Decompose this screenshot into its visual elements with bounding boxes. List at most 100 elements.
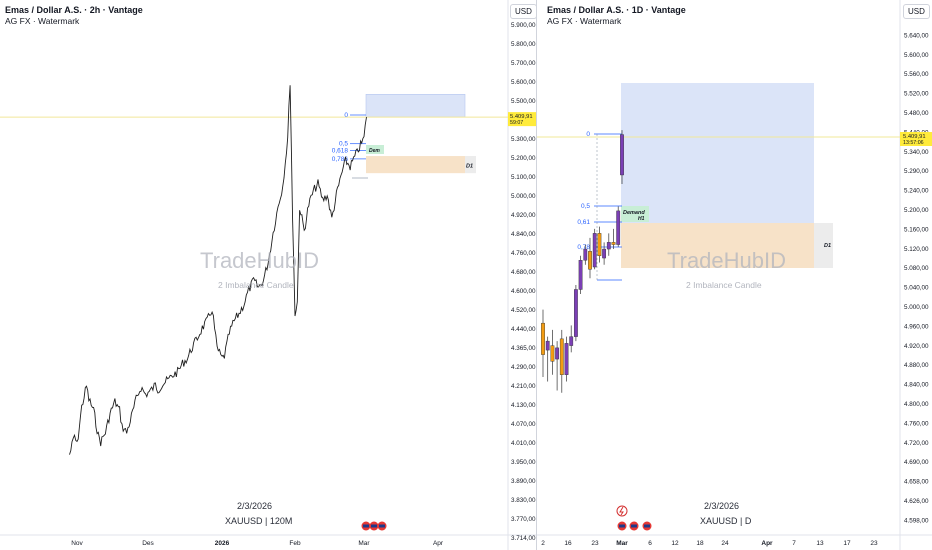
demand-label: Demand — [623, 210, 645, 216]
x-tick-label: Feb — [289, 540, 301, 547]
symbol-label: XAUUSD | 120M — [225, 516, 293, 526]
x-tick-label: 2 — [541, 540, 545, 547]
y-tick-label: 5.000,00 — [511, 193, 536, 200]
y-tick-label: 4.290,00 — [511, 364, 536, 371]
y-tick-label: 5.800,00 — [511, 41, 536, 48]
x-tick-label: 2026 — [215, 540, 230, 547]
y-tick-label: 4.010,00 — [511, 440, 536, 447]
y-tick-label: 5.340,00 — [904, 149, 929, 156]
event-flag-icon — [631, 524, 637, 528]
y-tick-label: 3.890,00 — [511, 478, 536, 485]
currency-button[interactable]: USD — [510, 4, 536, 19]
y-tick-label: 5.160,00 — [904, 226, 929, 233]
x-tick-label: 16 — [564, 540, 572, 547]
currency-button[interactable]: USD — [903, 4, 930, 19]
candle-body — [588, 251, 592, 270]
event-flag-icon — [644, 524, 650, 528]
y-tick-label: 4.880,00 — [904, 362, 929, 369]
y-tick-label: 5.100,00 — [511, 174, 536, 181]
watermark-subtitle: 2 Imbalance Candle — [686, 280, 762, 290]
price-axis — [900, 0, 932, 550]
watermark-subtitle: 2 Imbalance Candle — [218, 280, 294, 290]
candle-body — [620, 134, 624, 176]
x-tick-label: 23 — [870, 540, 878, 547]
date-label: 2/3/2026 — [704, 501, 740, 511]
demand-zone-ext — [814, 223, 833, 268]
date-label: 2/3/2026 — [237, 501, 273, 511]
candle-body — [564, 343, 569, 375]
y-tick-label: 4.070,00 — [511, 421, 536, 428]
y-tick-label: 5.300,00 — [511, 136, 536, 143]
event-flag-icon — [371, 524, 377, 528]
event-flag-icon — [363, 524, 369, 528]
x-tick-label: Apr — [433, 540, 444, 547]
watermark: TradeHubID — [200, 248, 320, 273]
candle-body — [569, 336, 574, 346]
y-tick-label: 3.950,00 — [511, 459, 536, 466]
chart-subtitle: AG FX · Watermark — [547, 16, 622, 26]
supply-zone — [365, 94, 466, 118]
y-tick-label: 4.920,00 — [904, 343, 929, 350]
y-tick-label: 4.920,00 — [511, 212, 536, 219]
y-tick-label: 5.900,00 — [511, 22, 536, 29]
x-tick-label: Des — [142, 540, 154, 547]
candle-body — [545, 340, 550, 351]
candle-body — [559, 338, 564, 375]
y-tick-label: 4.840,00 — [511, 231, 536, 238]
y-tick-label: 4.130,00 — [511, 402, 536, 409]
candle-body — [616, 210, 621, 245]
y-tick-label: 5.000,00 — [904, 304, 929, 311]
candle-body — [602, 248, 607, 259]
demand-box-small — [621, 206, 649, 222]
fib-label: 0,618 — [332, 147, 349, 154]
price-tag-value: 5.409,91 — [903, 134, 926, 140]
chart-title: Emas / Dollar A.S. · 2h · Vantage — [5, 5, 143, 15]
fib-label: 0,5 — [581, 203, 590, 210]
symbol-label: XAUUSD | D — [700, 516, 752, 526]
x-tick-label: Nov — [71, 540, 83, 547]
candle-body — [578, 260, 583, 290]
x-tick-label: 13 — [816, 540, 824, 547]
chart-title: Emas / Dollar A.S. · 1D · Vantage — [547, 5, 686, 15]
event-flag-icon — [619, 524, 625, 528]
y-tick-label: 4.840,00 — [904, 382, 929, 389]
chart-pane-2h[interactable]: 5.900,00 5.800,00 5.700,00 5.600,00 5.500,00… — [0, 0, 536, 550]
y-tick-label: 4.760,00 — [904, 420, 929, 427]
chart-pane-1d[interactable]: 5.900,005.800,005.700,005.600,005.500,00… — [537, 0, 932, 550]
price-tag-countdown: 13:57:06 — [903, 140, 924, 146]
y-tick-label: 5.640,00 — [904, 32, 929, 39]
zone-label-d1: D1 — [466, 164, 473, 170]
chart-1d-canvas[interactable]: 5.900,005.800,005.700,005.600,005.500,00… — [537, 0, 932, 550]
price-tag-value: 5.409,91 — [510, 114, 533, 120]
candle-body — [574, 289, 578, 337]
fib-label: 0,61 — [577, 219, 590, 226]
y-tick-label: 4.365,00 — [511, 345, 536, 352]
chart-2h-canvas[interactable]: 5.900,00 5.800,00 5.700,00 5.600,00 5.500,00… — [0, 0, 536, 550]
price-series — [69, 85, 367, 455]
y-tick-label: 4.690,00 — [904, 459, 929, 466]
y-tick-label: 4.626,00 — [904, 498, 929, 505]
demand-label: Dem — [369, 148, 380, 154]
y-tick-label: 4.960,00 — [904, 323, 929, 330]
x-tick-label: Mar — [616, 540, 628, 547]
y-tick-label: 3.830,00 — [511, 497, 536, 504]
candle-body — [597, 233, 602, 256]
fib-label: 0,5 — [339, 141, 348, 148]
lightning-icon — [616, 505, 628, 517]
y-tick-label: 4.720,00 — [904, 440, 929, 447]
candle-body — [550, 345, 555, 362]
chart-subtitle: AG FX · Watermark — [5, 16, 80, 26]
y-tick-label: 5.560,00 — [904, 71, 929, 78]
y-tick-label: 4.800,00 — [904, 401, 929, 408]
fib-label: 0 — [344, 112, 348, 119]
y-tick-label: 5.200,00 — [511, 155, 536, 162]
zone-label-d1: D1 — [824, 243, 831, 249]
y-tick-label: 4.760,00 — [511, 250, 536, 257]
event-flag-icon — [379, 524, 385, 528]
price-tag — [900, 132, 932, 146]
y-tick-label: 3.770,00 — [511, 516, 536, 523]
x-tick-label: Apr — [761, 540, 773, 547]
candle-body — [606, 242, 611, 250]
pane-divider[interactable] — [536, 0, 537, 550]
demand-zone — [366, 156, 465, 174]
